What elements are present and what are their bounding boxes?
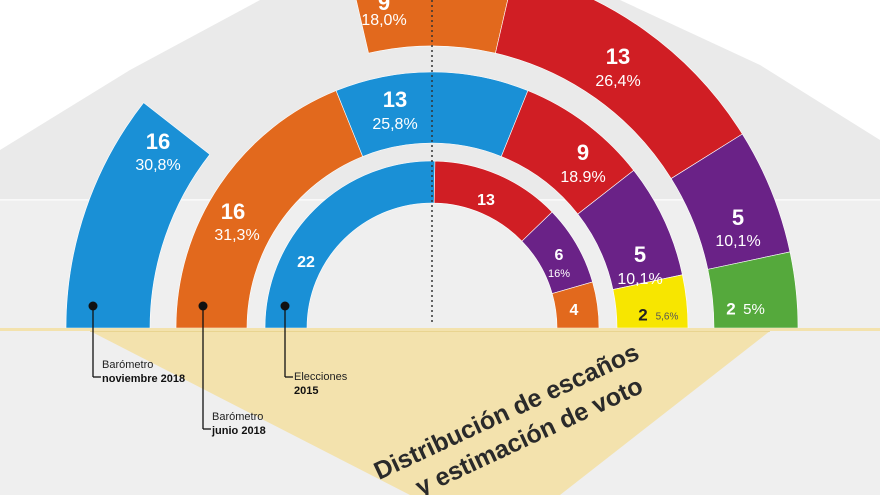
ring-elecciones-2015-seats-label-orange: 4: [570, 302, 579, 319]
ring-barometro-noviembre-2018-seats-label-green: 2: [726, 299, 735, 318]
annotation-elecciones-2015: Elecciones 2015: [294, 370, 347, 398]
ring-barometro-noviembre-2018-percent-label-orange: 18,0%: [361, 12, 406, 29]
ring-barometro-junio-2018-seats-label-blue: 13: [383, 87, 407, 112]
ring-barometro-noviembre-2018-segment-blue: [65, 102, 211, 329]
ring-barometro-junio-2018-seats-label-red: 9: [577, 140, 589, 165]
annotation-barometro-junio-2018: Barómetro junio 2018: [212, 410, 266, 438]
ring-barometro-junio-2018-percent-label-purple: 10,1%: [617, 271, 662, 288]
ring-elecciones-2015-percent-label-purple: 16%: [548, 268, 570, 280]
ring-barometro-noviembre-2018-percent-label-red: 26,4%: [595, 73, 640, 90]
ring-barometro-noviembre-2018-seats-label-purple: 5: [732, 205, 744, 230]
ring-elecciones-2015-seats-label-blue: 22: [297, 254, 315, 271]
ring-barometro-junio-2018-seats-label-yellow: 2: [638, 305, 647, 324]
annotation-line1: Barómetro: [102, 359, 154, 371]
ring-barometro-junio-2018-percent-label-orange: 31,3%: [214, 227, 259, 244]
ring-elecciones-2015-seats-label-purple: 6: [555, 247, 564, 264]
ring-barometro-junio-2018-seats-label-purple: 5: [634, 242, 646, 267]
ring-barometro-noviembre-2018-percent-label-blue: 30,8%: [135, 157, 180, 174]
ring-barometro-noviembre-2018-seats-label-red: 13: [606, 44, 630, 69]
annotation-line1: Elecciones: [294, 371, 348, 383]
ring-elecciones-2015-seats-label-red: 13: [477, 192, 495, 209]
ring-barometro-junio-2018-percent-label-blue: 25,8%: [372, 116, 417, 133]
baseline-strip: [0, 328, 880, 331]
annotation-line2: 2015: [294, 385, 319, 397]
envelope-flap: [90, 331, 770, 495]
ring-barometro-junio-2018-percent-label-red: 18.9%: [560, 169, 605, 186]
ring-barometro-junio-2018-percent-label-yellow: 5,6%: [656, 312, 679, 323]
annotation-line2: noviembre 2018: [102, 373, 186, 385]
annotation-line1: Barómetro: [212, 411, 264, 423]
ring-barometro-noviembre-2018-percent-label-green: 5%: [743, 301, 765, 318]
ring-barometro-noviembre-2018-percent-label-purple: 10,1%: [715, 233, 760, 250]
annotation-line2: junio 2018: [212, 425, 266, 437]
ring-barometro-junio-2018-seats-label-orange: 16: [221, 199, 245, 224]
ring-barometro-noviembre-2018-seats-label-orange: 9: [378, 0, 390, 15]
ring-barometro-noviembre-2018-seats-label-blue: 16: [146, 129, 170, 154]
annotation-barometro-noviembre-2018: Barómetro noviembre 2018: [102, 358, 185, 386]
